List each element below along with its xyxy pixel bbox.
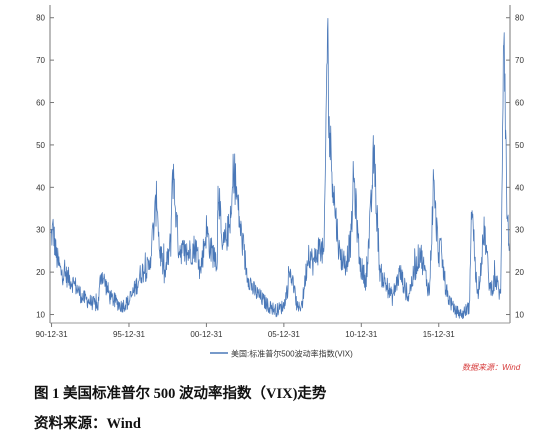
y-tick-label-right: 10 — [515, 311, 524, 320]
y-tick-label-left: 60 — [36, 99, 45, 108]
x-tick-label: 15-12-31 — [423, 330, 456, 339]
figure-caption: 图 1 美国标准普尔 500 波动率指数（VIX)走势 — [34, 386, 327, 402]
y-tick-label-left: 10 — [36, 311, 45, 320]
x-tick-label: 90-12-31 — [36, 330, 69, 339]
series-layer — [50, 18, 510, 320]
y-axis-left: 10 20 30 40 50 60 70 80 — [36, 14, 54, 320]
source-watermark: 数据来源：Wind — [462, 363, 521, 372]
y-tick-label-right: 30 — [515, 226, 524, 235]
y-tick-label-right: 80 — [515, 14, 524, 23]
y-tick-label-right: 70 — [515, 56, 524, 65]
x-axis: 90-12-31 95-12-31 00-12-31 05-12-31 10-12-31… — [36, 323, 456, 339]
y-axis-right: 10 20 30 40 50 60 70 80 — [506, 14, 524, 320]
y-tick-label-right: 60 — [515, 99, 524, 108]
x-tick-label: 05-12-31 — [268, 330, 301, 339]
y-tick-label-right: 50 — [515, 141, 524, 150]
x-tick-label: 10-12-31 — [345, 330, 378, 339]
y-tick-label-right: 20 — [515, 268, 524, 277]
x-tick-label: 00-12-31 — [190, 330, 223, 339]
figure-source: 资料来源：Wind — [34, 416, 141, 432]
y-tick-label-left: 40 — [36, 183, 45, 192]
legend-label: 美国:标准普尔500波动率指数(VIX) — [231, 349, 353, 359]
y-tick-label-left: 50 — [36, 141, 45, 150]
y-tick-label-left: 30 — [36, 226, 45, 235]
y-tick-label-left: 20 — [36, 268, 45, 277]
series-line-vix — [50, 18, 510, 320]
x-tick-label: 95-12-31 — [113, 330, 146, 339]
y-tick-label-left: 70 — [36, 56, 45, 65]
y-tick-label-left: 80 — [36, 14, 45, 23]
y-tick-label-right: 40 — [515, 183, 524, 192]
